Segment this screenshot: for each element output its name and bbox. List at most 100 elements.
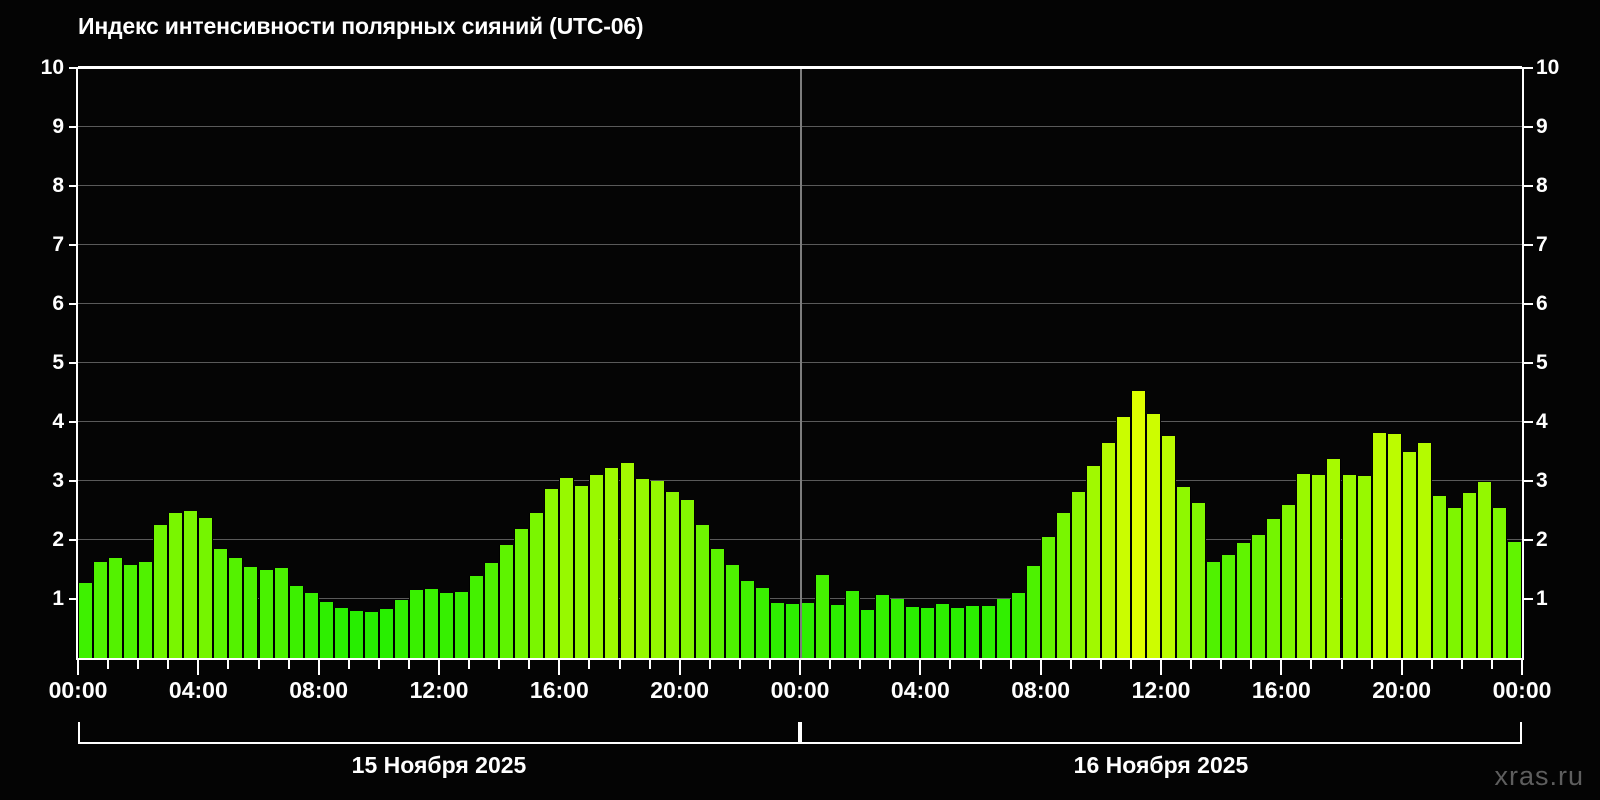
x-tick-label: 16:00 [529,677,589,703]
bar [950,608,966,658]
y-tick-label-right-5: 5 [1536,351,1548,374]
y-tick-mark-right-1 [1524,598,1533,600]
x-tick-major [678,660,681,675]
bar [78,583,94,658]
x-tick-label: 12:00 [409,677,469,703]
bar [784,603,800,658]
x-tick-label: 00:00 [1492,677,1552,703]
x-tick-minor [1069,660,1072,669]
day-label: 15 Ноября 2025 [351,752,527,778]
bar [1356,476,1372,658]
y-tick-mark-left-4 [69,421,78,423]
bar [935,603,951,658]
bar [1040,537,1056,658]
bar [1221,554,1237,658]
plot-area [78,66,1522,658]
bar [1491,507,1507,658]
bar [619,462,635,658]
bar [544,488,560,658]
bar [1431,496,1447,658]
x-tick-major [77,660,79,675]
y-tick-mark-left-3 [69,480,78,482]
bar [845,591,861,658]
bar [1311,474,1327,658]
x-tick-minor [227,660,230,669]
bar [123,565,139,658]
bar [574,485,590,658]
y-tick-mark-right-7 [1524,244,1533,246]
bar [258,570,274,658]
bar [980,605,996,658]
x-tick-minor [528,660,531,669]
x-tick-minor [347,660,350,669]
x-tick-label: 08:00 [1011,677,1071,703]
bar [273,568,289,658]
y-tick-mark-right-10 [1524,67,1533,69]
x-tick-minor [1220,660,1223,669]
x-tick-label: 16:00 [1251,677,1311,703]
bar [288,586,304,658]
y-tick-mark-left-7 [69,244,78,246]
bar [1386,434,1402,658]
y-tick-mark-left-2 [69,539,78,541]
bar [815,575,831,658]
y-tick-label-right-6: 6 [1536,292,1548,315]
x-tick-minor [1430,660,1433,669]
y-tick-label-right-4: 4 [1536,410,1548,433]
y-tick-mark-left-10 [69,67,78,69]
y-tick-label-left-1: 1 [52,587,64,610]
bar [1206,562,1222,658]
x-tick-minor [738,660,741,669]
bar [439,593,455,658]
bar [905,606,921,658]
bar [1446,507,1462,658]
x-tick-major [317,660,320,675]
y-tick-mark-left-8 [69,185,78,187]
bar [1266,519,1282,658]
bar [920,607,936,658]
x-tick-label: 04:00 [890,677,950,703]
x-tick-minor [468,660,471,669]
bar [1070,491,1086,658]
x-tick-major [799,660,801,675]
y-tick-label-left-2: 2 [52,528,64,551]
y-tick-mark-left-9 [69,126,78,128]
bar [995,599,1011,658]
x-tick-minor [648,660,651,669]
bar [1055,513,1071,658]
bar [363,611,379,658]
bar [318,601,334,658]
bar [1326,459,1342,658]
bar [348,610,364,658]
y-tick-mark-right-4 [1524,421,1533,423]
x-tick-label: 12:00 [1131,677,1191,703]
y-tick-label-left-9: 9 [52,115,64,138]
x-tick-minor [167,660,170,669]
bar [1100,442,1116,658]
bar [709,548,725,658]
bar [604,468,620,658]
axis-line-right [1522,67,1524,660]
x-tick-minor [257,660,260,669]
x-tick-minor [1190,660,1193,669]
x-tick-minor [1340,660,1343,669]
bar [1416,443,1432,658]
day-bracket [78,722,800,744]
x-tick-minor [1250,660,1253,669]
day-bracket [800,722,1522,744]
bar [860,609,876,658]
x-tick-minor [859,660,862,669]
bar [454,591,470,658]
bar [875,595,891,658]
x-tick-major [197,660,200,675]
y-tick-mark-right-6 [1524,303,1533,305]
y-tick-label-right-1: 1 [1536,587,1548,610]
bar [1161,435,1177,658]
bar [153,524,169,658]
bar [423,588,439,658]
y-tick-label-left-5: 5 [52,351,64,374]
x-tick-minor [1370,660,1373,669]
x-tick-minor [107,660,110,669]
y-tick-label-left-7: 7 [52,233,64,256]
